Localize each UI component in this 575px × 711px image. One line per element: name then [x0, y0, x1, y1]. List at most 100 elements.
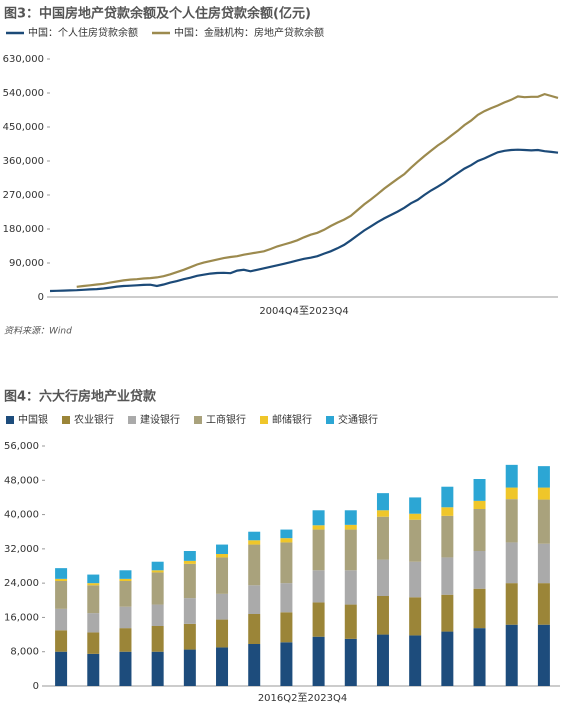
bar-segment — [505, 583, 518, 625]
bar-segment — [183, 551, 196, 561]
bar-segment — [248, 614, 261, 644]
bar-segment — [55, 578, 68, 581]
y-tick-label: 56,000 — [4, 441, 39, 452]
bar-segment — [537, 499, 550, 544]
bar-segment — [376, 596, 389, 635]
bar-segment — [183, 560, 196, 564]
chart-title: 图4：六大行房地产业贷款 — [4, 389, 157, 405]
bar-segment — [119, 570, 132, 579]
bar-segment — [248, 531, 261, 541]
bar-segment — [537, 487, 550, 500]
bar-segment — [151, 651, 164, 686]
bar-segment — [183, 563, 196, 599]
bar-segment — [376, 559, 389, 596]
legend-swatch — [260, 416, 268, 424]
y-tick-label: 90,000 — [9, 258, 44, 269]
bar-segment — [216, 554, 229, 558]
bar-segment — [537, 466, 550, 488]
bar-segment — [312, 510, 325, 526]
bar-segment — [473, 588, 486, 629]
bar-segment — [119, 651, 132, 686]
bar-segment — [55, 630, 68, 652]
legend-swatch — [128, 416, 136, 424]
bar-segment — [409, 519, 422, 562]
chart-title: 图3：中国房地产贷款余额及个人住房贷款余额(亿元) — [4, 6, 311, 22]
bar-segment — [312, 570, 325, 603]
bar-segment — [248, 544, 261, 586]
bar-segment — [280, 538, 293, 543]
bar-segment — [183, 623, 196, 650]
y-tick-label: 450,000 — [3, 122, 44, 133]
bar-segment — [280, 583, 293, 613]
y-tick-label: 0 — [33, 681, 39, 692]
bar-segment — [119, 581, 132, 607]
y-tick-label: 630,000 — [3, 54, 44, 65]
bar-segment — [505, 487, 518, 500]
bar-segment — [183, 649, 196, 686]
y-tick-label: 40,000 — [4, 510, 39, 521]
bar-segment — [119, 578, 132, 581]
bar-segment — [312, 636, 325, 686]
bar-segment — [55, 568, 68, 579]
bar-segment — [216, 619, 229, 648]
y-tick-label: 16,000 — [4, 612, 39, 623]
y-tick-label: 0 — [38, 292, 44, 303]
bar-segment — [344, 529, 357, 571]
legend-label: 工商银行 — [206, 413, 246, 426]
bar-segment — [216, 647, 229, 686]
bar-segment — [441, 507, 454, 516]
bar-segment — [87, 585, 100, 614]
bar-segment — [248, 585, 261, 614]
bar-segment — [441, 594, 454, 632]
x-axis-label: 2016Q2至2023Q4 — [258, 692, 347, 704]
bar-segment — [537, 583, 550, 625]
legend-label: 农业银行 — [74, 413, 114, 426]
bar-segment — [216, 557, 229, 594]
bar-segment — [344, 604, 357, 639]
bar-segment — [87, 632, 100, 654]
x-axis-label: 2004Q4至2023Q4 — [259, 305, 348, 317]
bar-segment — [312, 529, 325, 571]
bar-segment — [344, 638, 357, 686]
bar-segment — [409, 513, 422, 520]
bar-segment — [119, 606, 132, 629]
bar-segment — [119, 628, 132, 652]
bar-segment — [537, 624, 550, 686]
legend-label: 建设银行 — [140, 413, 180, 426]
bar-segment — [376, 516, 389, 560]
bar-segment — [505, 464, 518, 488]
bar-segment — [441, 515, 454, 558]
bar-segment — [248, 540, 261, 545]
bar-segment — [312, 602, 325, 637]
bar-segment — [409, 635, 422, 686]
legend-label: 中国：金融机构：房地产贷款余额 — [174, 26, 324, 39]
bar-segment — [151, 570, 164, 573]
bar-segment — [280, 529, 293, 539]
line-series — [76, 92, 559, 288]
bar-segment — [441, 557, 454, 595]
bar-segment — [505, 499, 518, 543]
bar-segment — [344, 510, 357, 525]
bar-segment — [376, 634, 389, 686]
bar-segment — [87, 653, 100, 686]
bar-segment — [87, 613, 100, 633]
bar-segment — [344, 570, 357, 605]
bar-segment — [409, 497, 422, 514]
bar-segment — [151, 604, 164, 626]
legend-label: 邮储银行 — [272, 413, 312, 426]
bar-segment — [441, 631, 454, 686]
bar-segment — [505, 624, 518, 686]
bar-segment — [473, 551, 486, 589]
bar-segment — [409, 597, 422, 636]
bar-segment — [376, 510, 389, 517]
legend-swatch — [62, 416, 70, 424]
y-tick-label: 48,000 — [4, 475, 39, 486]
bar-segment — [280, 542, 293, 584]
bar-segment — [55, 651, 68, 686]
bar-segment — [473, 479, 486, 501]
bar-segment — [151, 572, 164, 605]
bar-segment — [183, 598, 196, 624]
legend-label: 中国：个人住房贷款余额 — [28, 26, 138, 39]
